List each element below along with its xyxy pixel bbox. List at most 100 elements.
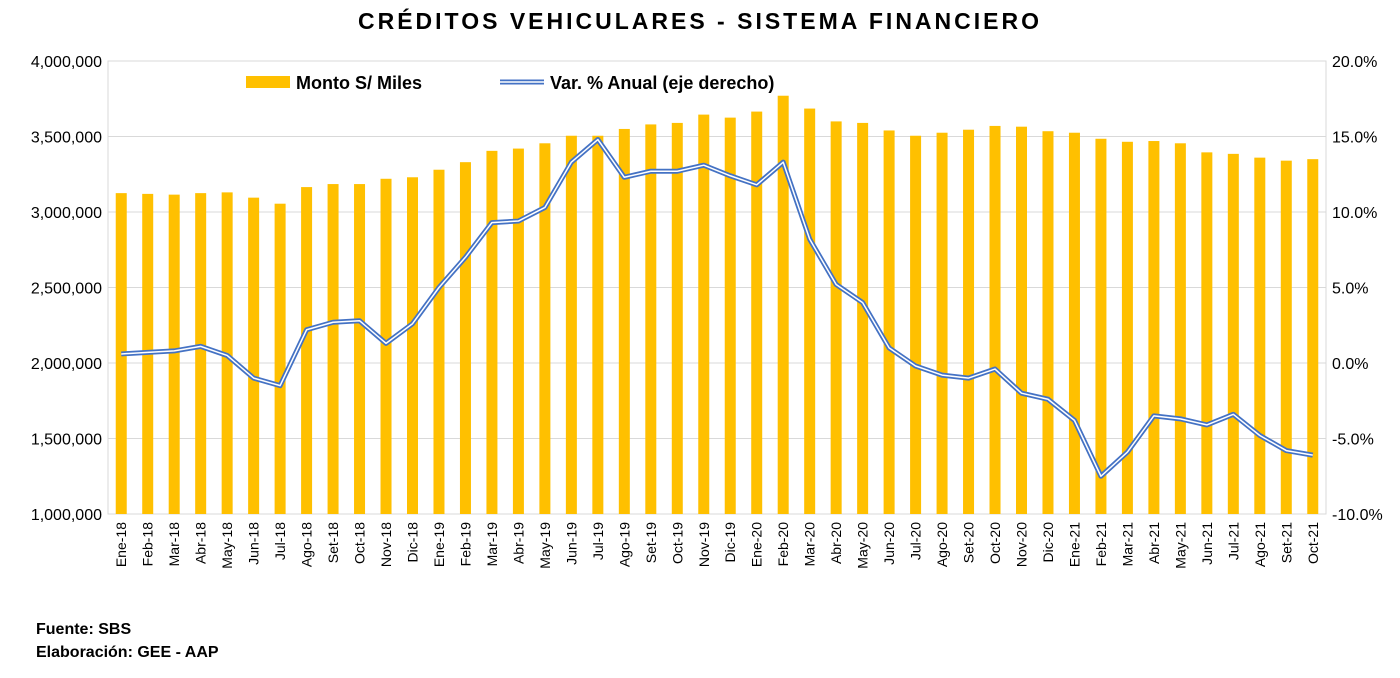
x-tick-label: Ago-18: [299, 522, 315, 567]
x-tick-label: Dic-18: [405, 522, 421, 563]
x-tick-label: Set-20: [961, 522, 977, 563]
bar: [354, 184, 366, 514]
x-tick-label: Mar-21: [1119, 522, 1135, 567]
x-tick-label: Ago-20: [934, 522, 950, 567]
x-tick-label: Ene-21: [1066, 522, 1082, 567]
y-left-tick-label: 1,500,000: [31, 432, 102, 449]
bar: [751, 111, 763, 515]
x-tick-label: Abr-21: [1146, 522, 1162, 564]
bar: [512, 148, 524, 514]
y-right-tick-label: 10.0%: [1332, 205, 1377, 222]
x-tick-label: Jul-20: [908, 522, 924, 560]
x-tick-label: May-21: [1172, 522, 1188, 569]
bar: [459, 162, 471, 515]
x-tick-label: Jun-20: [881, 522, 897, 565]
bar: [936, 132, 948, 514]
bar: [1121, 141, 1133, 514]
bar: [565, 135, 577, 514]
x-tick-label: Oct-21: [1305, 522, 1321, 564]
bar: [248, 197, 260, 514]
bar: [1095, 138, 1107, 514]
x-tick-label: Jul-21: [1225, 522, 1241, 560]
bar: [592, 135, 604, 514]
x-tick-label: Set-18: [325, 522, 341, 563]
bar: [830, 121, 842, 515]
bar: [671, 122, 683, 514]
bar: [327, 184, 339, 514]
x-tick-label: Jun-19: [563, 522, 579, 565]
x-tick-label: Nov-18: [378, 522, 394, 567]
x-tick-label: Abr-19: [510, 522, 526, 564]
source-note: Fuente: SBS: [36, 621, 132, 638]
bar: [486, 150, 498, 514]
bar: [539, 143, 551, 515]
x-tick-label: Jun-21: [1199, 522, 1215, 565]
x-tick-label: Mar-19: [484, 522, 500, 567]
y-left-tick-label: 3,000,000: [31, 205, 102, 222]
bar: [1148, 141, 1160, 514]
bar: [407, 177, 418, 514]
bar: [380, 178, 392, 514]
legend-swatch-bar: [246, 76, 290, 88]
x-tick-label: Mar-18: [166, 522, 182, 567]
x-tick-label: Jul-19: [590, 522, 606, 560]
x-tick-label: Mar-20: [802, 522, 818, 567]
bar: [1174, 143, 1186, 515]
bar: [1068, 132, 1080, 514]
x-tick-label: Abr-20: [828, 522, 844, 564]
bar: [1280, 160, 1292, 514]
y-right-tick-label: 15.0%: [1332, 130, 1377, 147]
credit-note: Elaboración: GEE - AAP: [36, 644, 219, 661]
x-tick-label: Feb-19: [457, 522, 473, 567]
x-tick-label: May-20: [855, 522, 871, 569]
x-tick-label: Set-19: [643, 522, 659, 563]
bar: [195, 193, 207, 514]
x-tick-label: May-19: [537, 522, 553, 569]
x-tick-label: Feb-21: [1093, 522, 1109, 567]
x-tick-label: Feb-20: [775, 522, 791, 567]
bar: [168, 194, 180, 514]
line-series-inner: [121, 138, 1313, 477]
bar: [1201, 152, 1213, 515]
bar: [301, 187, 313, 514]
x-tick-label: Ago-19: [616, 522, 632, 567]
bar: [857, 122, 869, 514]
y-left-tick-label: 2,000,000: [31, 356, 102, 373]
y-right-tick-label: -5.0%: [1332, 432, 1374, 449]
bar: [724, 117, 736, 514]
bar: [777, 95, 789, 514]
bar: [1016, 126, 1027, 514]
bar: [645, 124, 657, 515]
y-right-tick-label: 5.0%: [1332, 281, 1368, 298]
chart-footer: Fuente: SBS Elaboración: GEE - AAP: [36, 618, 219, 664]
x-tick-label: Dic-19: [722, 522, 738, 563]
y-right-tick-label: 0.0%: [1332, 356, 1368, 373]
bar: [910, 135, 922, 514]
x-tick-label: Jul-18: [272, 522, 288, 560]
y-left-tick-label: 2,500,000: [31, 281, 102, 298]
x-tick-label: Dic-20: [1040, 522, 1056, 563]
x-tick-label: Feb-18: [140, 522, 156, 567]
y-left-tick-label: 1,000,000: [31, 507, 102, 524]
x-tick-label: Nov-19: [696, 522, 712, 567]
bar: [1254, 157, 1266, 514]
x-tick-label: Nov-20: [1014, 522, 1030, 567]
x-tick-label: Ene-20: [749, 522, 765, 567]
plot-area-border: [107, 60, 1327, 515]
bar: [804, 108, 816, 514]
x-tick-label: Oct-19: [669, 522, 685, 564]
line-series-outer: [121, 137, 1314, 479]
legend-label-bar: Monto S/ Miles: [296, 73, 422, 93]
legend-label-line: Var. % Anual (eje derecho): [550, 73, 774, 93]
bar: [274, 203, 286, 514]
y-right-tick-label: 20.0%: [1332, 54, 1377, 71]
bar: [1042, 131, 1054, 514]
bar: [963, 129, 975, 514]
bar: [698, 114, 710, 514]
x-tick-label: Abr-18: [193, 522, 209, 564]
x-tick-label: Ago-21: [1252, 522, 1268, 567]
bar: [1227, 153, 1239, 515]
y-left-tick-label: 3,500,000: [31, 130, 102, 147]
x-tick-label: Jun-18: [246, 522, 262, 565]
y-left-tick-label: 4,000,000: [31, 54, 102, 71]
